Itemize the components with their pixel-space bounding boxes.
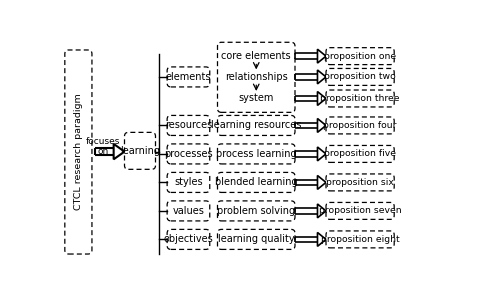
FancyBboxPatch shape bbox=[326, 117, 394, 134]
FancyBboxPatch shape bbox=[326, 68, 394, 85]
Text: proposition four: proposition four bbox=[324, 121, 397, 130]
FancyBboxPatch shape bbox=[167, 67, 210, 87]
Text: styles: styles bbox=[174, 177, 203, 188]
Text: learning resources: learning resources bbox=[211, 120, 302, 130]
Text: elements: elements bbox=[166, 72, 211, 82]
FancyBboxPatch shape bbox=[218, 201, 295, 221]
Text: focuses
on: focuses on bbox=[86, 137, 120, 156]
FancyBboxPatch shape bbox=[65, 50, 92, 254]
FancyBboxPatch shape bbox=[326, 145, 394, 163]
Polygon shape bbox=[318, 92, 326, 105]
Text: proposition seven: proposition seven bbox=[319, 206, 402, 216]
Polygon shape bbox=[318, 70, 326, 84]
FancyBboxPatch shape bbox=[326, 203, 394, 219]
Text: proposition three: proposition three bbox=[320, 94, 400, 103]
FancyBboxPatch shape bbox=[167, 229, 210, 250]
Text: objectives: objectives bbox=[164, 234, 214, 244]
Text: process learning: process learning bbox=[216, 149, 296, 159]
FancyBboxPatch shape bbox=[167, 144, 210, 164]
Text: relationships: relationships bbox=[225, 72, 288, 82]
Polygon shape bbox=[318, 175, 326, 189]
FancyBboxPatch shape bbox=[167, 201, 210, 221]
FancyBboxPatch shape bbox=[167, 115, 210, 135]
Text: learning quality: learning quality bbox=[218, 234, 294, 244]
FancyBboxPatch shape bbox=[326, 90, 394, 107]
Text: proposition five: proposition five bbox=[324, 149, 396, 158]
Text: learning: learning bbox=[120, 146, 160, 156]
Text: problem solving: problem solving bbox=[217, 206, 296, 216]
Text: proposition two: proposition two bbox=[324, 73, 396, 82]
Polygon shape bbox=[318, 147, 326, 161]
FancyBboxPatch shape bbox=[218, 144, 295, 164]
Text: CTCL research paradigm: CTCL research paradigm bbox=[74, 94, 83, 210]
FancyBboxPatch shape bbox=[218, 42, 295, 112]
FancyBboxPatch shape bbox=[124, 132, 156, 169]
FancyBboxPatch shape bbox=[326, 174, 394, 191]
Polygon shape bbox=[114, 144, 124, 159]
Text: core elements: core elements bbox=[222, 51, 291, 61]
FancyBboxPatch shape bbox=[326, 231, 394, 248]
Text: processes: processes bbox=[164, 149, 213, 159]
FancyBboxPatch shape bbox=[218, 229, 295, 250]
FancyBboxPatch shape bbox=[218, 115, 295, 135]
FancyBboxPatch shape bbox=[218, 172, 295, 192]
Text: proposition one: proposition one bbox=[324, 52, 396, 61]
FancyBboxPatch shape bbox=[326, 48, 394, 65]
Text: resources: resources bbox=[165, 120, 212, 130]
FancyBboxPatch shape bbox=[167, 172, 210, 192]
Polygon shape bbox=[318, 204, 326, 218]
Text: values: values bbox=[172, 206, 204, 216]
Text: blended learning: blended learning bbox=[215, 177, 298, 188]
Polygon shape bbox=[318, 232, 326, 246]
Text: proposition six: proposition six bbox=[326, 178, 394, 187]
Text: proposition eight: proposition eight bbox=[321, 235, 400, 244]
Text: system: system bbox=[238, 94, 274, 104]
Polygon shape bbox=[318, 119, 326, 132]
Polygon shape bbox=[318, 49, 326, 63]
